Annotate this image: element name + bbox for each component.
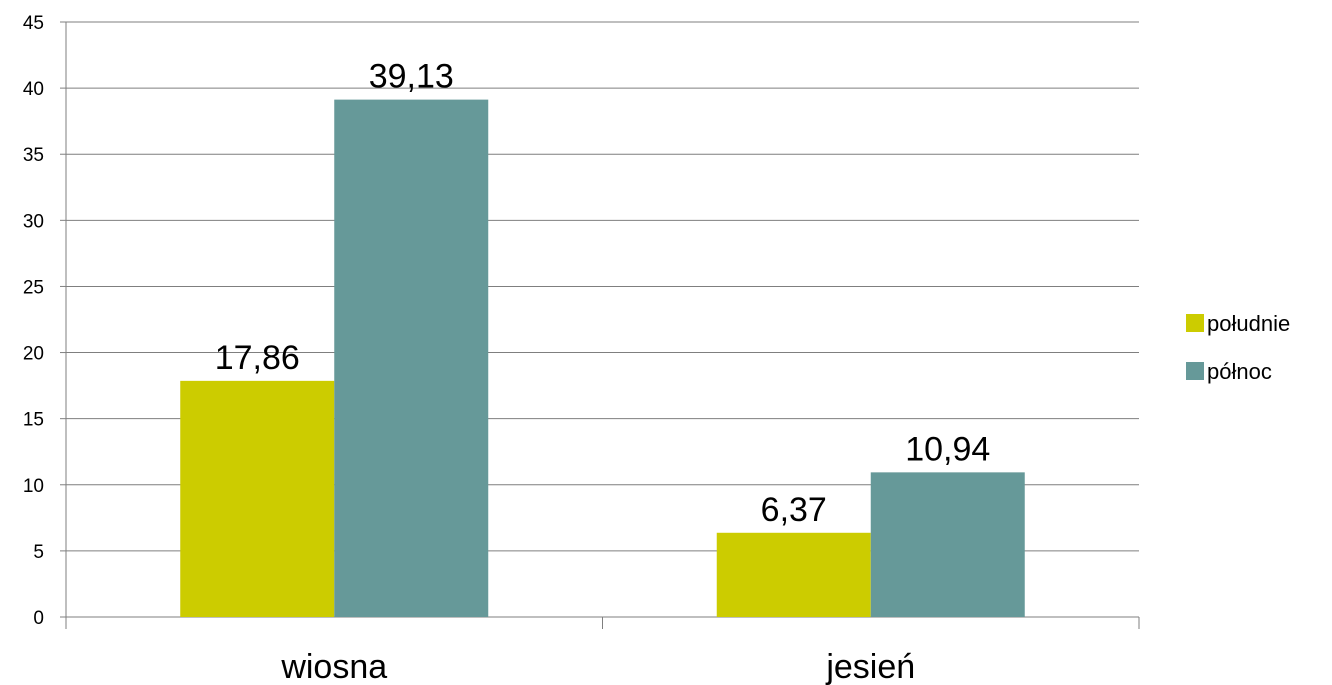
data-label: 6,37 — [761, 491, 827, 529]
y-tick-label: 10 — [23, 476, 44, 497]
legend-swatch — [1186, 362, 1204, 380]
y-tick-label: 40 — [23, 79, 44, 100]
legend: południe północ — [1186, 311, 1290, 384]
y-tick-label: 20 — [23, 344, 44, 365]
bar-1-1 — [870, 472, 1025, 617]
y-tick-label: 5 — [33, 542, 44, 563]
legend-swatch — [1186, 314, 1204, 332]
bar-0-1 — [716, 532, 871, 617]
data-label: 39,13 — [369, 58, 454, 96]
data-label: 17,86 — [215, 339, 300, 377]
bar-1-0 — [334, 99, 489, 617]
y-tick-label: 35 — [23, 145, 44, 166]
y-tick-label: 15 — [23, 410, 44, 431]
data-labels: 17,86 39,13 6,37 10,94 — [215, 58, 991, 529]
x-category-label: wiosna — [280, 648, 387, 685]
y-tick-label: 45 — [23, 13, 44, 34]
data-label: 10,94 — [905, 430, 990, 468]
y-axis-tick-labels: 0 5 10 15 20 25 30 35 40 45 — [23, 13, 44, 629]
bars — [180, 99, 1025, 617]
x-category-label: jesień — [825, 648, 915, 685]
bar-0-0 — [180, 380, 335, 617]
legend-label: południe — [1207, 311, 1290, 336]
legend-label: północ — [1207, 359, 1272, 384]
y-tick-label: 25 — [23, 277, 44, 298]
y-tick-label: 0 — [33, 608, 44, 629]
y-tick-label: 30 — [23, 211, 44, 232]
x-axis: wiosna jesień — [65, 22, 1140, 685]
